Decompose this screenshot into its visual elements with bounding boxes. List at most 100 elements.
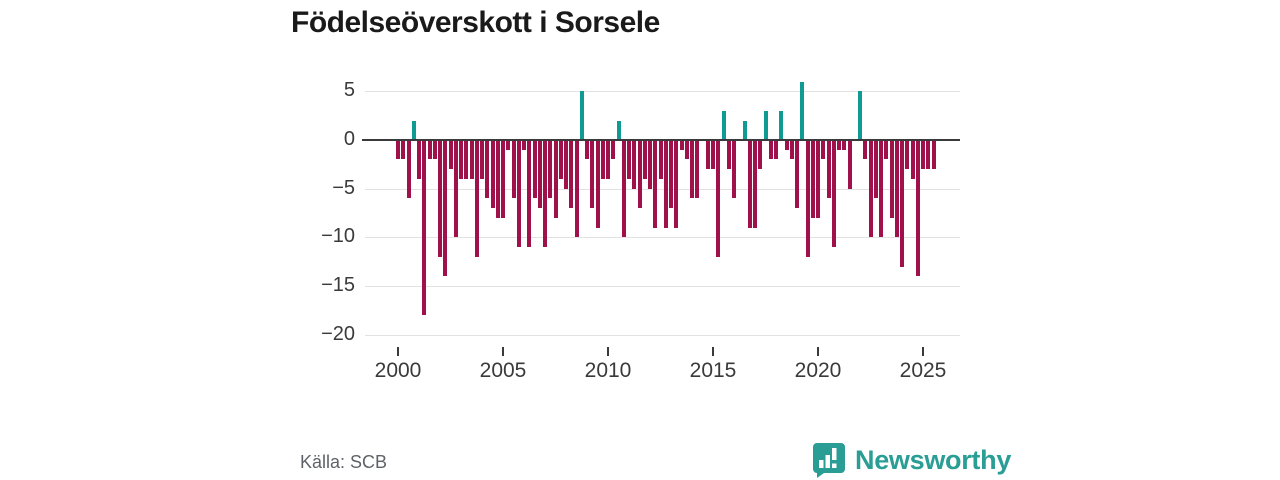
bar-negative <box>847 140 852 189</box>
bar-negative <box>784 140 789 150</box>
bar-positive <box>411 120 416 140</box>
x-axis-tick-label: 2010 <box>584 359 632 382</box>
bar-negative <box>600 140 605 179</box>
bar-negative <box>873 140 878 199</box>
bar-negative <box>837 140 841 150</box>
bar-negative <box>490 140 495 209</box>
bar-positive <box>742 120 747 140</box>
bar-negative <box>905 140 910 170</box>
bar-positive <box>579 91 584 140</box>
bar-negative <box>669 140 673 209</box>
bar-negative <box>726 140 731 170</box>
y-axis-tick-label: −5 <box>332 176 355 199</box>
y-axis-tick-label: −20 <box>321 322 355 345</box>
brand-name: Newsworthy <box>855 444 1012 475</box>
bar-negative <box>448 140 453 170</box>
x-axis-tick-label: 2005 <box>479 359 527 382</box>
bar-negative <box>900 140 904 267</box>
bar-negative <box>422 140 427 316</box>
bar-negative <box>810 140 815 218</box>
bar-negative <box>427 140 432 160</box>
bar-negative <box>637 140 642 209</box>
y-axis-tick-label: −15 <box>321 274 355 297</box>
bar-negative <box>469 140 474 179</box>
gridline <box>365 237 960 239</box>
bar-negative <box>758 140 763 170</box>
bar-negative <box>926 140 931 170</box>
bar-negative <box>480 140 484 179</box>
bar-negative <box>627 140 631 179</box>
bar-negative <box>621 140 626 238</box>
bar-negative <box>506 140 511 150</box>
bar-negative <box>485 140 490 199</box>
bar-negative <box>527 140 532 248</box>
bar-negative <box>789 140 794 160</box>
bar-negative <box>879 140 883 238</box>
bar-negative <box>553 140 558 218</box>
bar-negative <box>453 140 458 238</box>
x-axis-tick-label: 2015 <box>689 359 737 382</box>
bar-negative <box>569 140 574 209</box>
bar-negative <box>931 140 936 170</box>
bar-negative <box>921 140 925 170</box>
bar-negative <box>805 140 810 257</box>
zero-axis-line <box>362 139 960 141</box>
bar-negative <box>611 140 616 160</box>
bar-positive <box>858 91 862 140</box>
bar-negative <box>401 140 406 160</box>
bar-negative <box>543 140 547 248</box>
y-axis-tick-label: 0 <box>343 128 355 150</box>
bar-negative <box>653 140 658 228</box>
bar-negative <box>831 140 836 248</box>
bar-negative <box>432 140 437 160</box>
bar-positive <box>800 81 805 140</box>
x-axis-tick-label: 2020 <box>794 359 842 382</box>
bar-negative <box>574 140 579 238</box>
bar-negative <box>894 140 899 238</box>
bar-negative <box>684 140 689 160</box>
bar-negative <box>695 140 700 199</box>
bar-negative <box>774 140 778 160</box>
bar-negative <box>747 140 752 228</box>
brand-logo: Newsworthy <box>812 442 1011 478</box>
gridline <box>365 91 960 93</box>
x-axis-tick <box>922 347 924 356</box>
bar-negative <box>642 140 647 179</box>
bar-negative <box>474 140 479 257</box>
bar-positive <box>616 120 621 140</box>
bar-negative <box>438 140 442 257</box>
bar-negative <box>443 140 448 277</box>
bar-negative <box>716 140 721 257</box>
bar-negative <box>732 140 736 199</box>
gridline <box>365 188 960 190</box>
bar-negative <box>396 140 400 160</box>
bar-negative <box>795 140 799 209</box>
bar-negative <box>495 140 500 218</box>
bar-negative <box>648 140 652 189</box>
y-axis-tick-label: −10 <box>321 225 355 248</box>
bar-negative <box>674 140 679 228</box>
bar-negative <box>417 140 421 179</box>
gridline <box>365 334 960 336</box>
bar-negative <box>501 140 505 218</box>
x-axis-tick <box>712 347 714 356</box>
bar-negative <box>679 140 684 150</box>
bar-negative <box>459 140 463 179</box>
x-axis-tick <box>817 347 819 356</box>
bar-negative <box>585 140 589 160</box>
bar-negative <box>516 140 521 248</box>
bar-positive <box>779 110 784 140</box>
chart-title: Födelseöverskott i Sorsele <box>291 6 660 39</box>
bar-negative <box>768 140 773 160</box>
newsworthy-icon <box>812 442 846 478</box>
bar-negative <box>511 140 516 199</box>
x-axis-tick <box>502 347 504 356</box>
bar-negative <box>532 140 537 199</box>
bar-negative <box>816 140 820 218</box>
bar-negative <box>821 140 826 160</box>
x-axis-tick <box>397 347 399 356</box>
bar-negative <box>558 140 563 179</box>
bar-negative <box>842 140 847 150</box>
bar-negative <box>915 140 920 277</box>
